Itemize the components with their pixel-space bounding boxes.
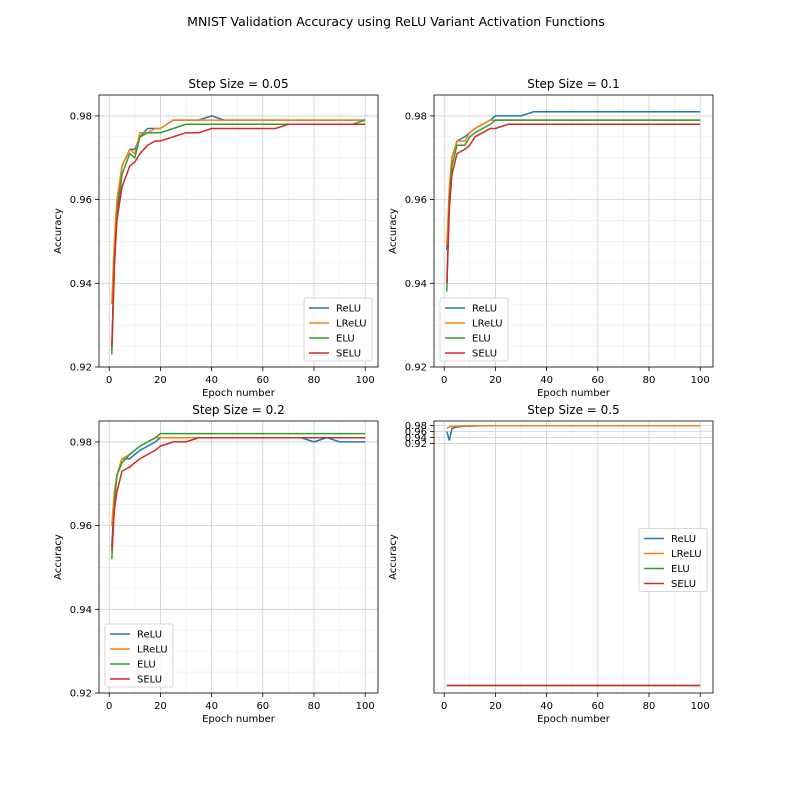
legend: ReLU LReLU ELU SELU [104, 623, 174, 688]
y-axis-label: Accuracy [388, 208, 399, 254]
legend-label: ELU [472, 334, 491, 345]
legend-box [104, 623, 174, 688]
y-tick-label: 0.94 [70, 605, 92, 616]
series-line-elu [446, 119, 701, 292]
x-tick-label: 0 [441, 375, 447, 386]
y-tick-label: 0.96 [70, 195, 92, 206]
legend-label: ReLU [472, 304, 497, 315]
y-tick-label: 0.92 [70, 689, 92, 700]
series-line-lrelu [111, 119, 366, 305]
y-axis-label: Accuracy [388, 534, 399, 580]
x-tick-label: 40 [540, 701, 553, 712]
y-tick-label: 0.98 [70, 437, 92, 448]
legend-label: ELU [671, 564, 690, 575]
x-axis-label: Epoch number [202, 388, 276, 399]
legend-box [439, 297, 509, 362]
axes-frame [98, 420, 379, 694]
subplot-title: Step Size = 0.5 [527, 403, 620, 417]
x-tick-label: 40 [205, 375, 218, 386]
x-tick-label: 20 [489, 701, 502, 712]
subplot-2: 0 20 40 60 80 100 0.92 0.94 0.96 0.98 Step Size = … [388, 77, 714, 399]
y-tick-label: 0.98 [70, 111, 92, 122]
x-tick-label: 0 [441, 701, 447, 712]
y-tick-label: 0.94 [405, 433, 427, 444]
y-tick-label: 0.92 [70, 363, 92, 374]
x-tick-label: 80 [308, 375, 321, 386]
x-tick-label: 60 [256, 701, 269, 712]
x-tick-label: 100 [356, 701, 375, 712]
subplot-1: 0 20 40 60 80 100 0.92 0.94 0.96 0.98 Step Size = … [53, 77, 379, 399]
y-tick-label: 0.96 [70, 521, 92, 532]
x-tick-label: 100 [356, 375, 375, 386]
series-line-relu [446, 425, 701, 441]
legend-label: SELU [336, 349, 361, 360]
series-line-selu [446, 123, 701, 284]
series-line-lrelu [446, 425, 701, 430]
figure-title: MNIST Validation Accuracy using ReLU Var… [187, 14, 605, 29]
y-tick-label: 0.98 [405, 421, 427, 432]
legend-label: SELU [472, 349, 497, 360]
x-tick-label: 60 [591, 375, 604, 386]
y-tick-label: 0.92 [405, 363, 427, 374]
y-tick-label: 0.94 [405, 279, 427, 290]
y-tick-label: 0.98 [405, 111, 427, 122]
series-line-lrelu [446, 119, 701, 246]
legend-label: LReLU [472, 319, 503, 330]
x-tick-label: 60 [256, 375, 269, 386]
y-tick-label: 0.96 [405, 195, 427, 206]
legend-label: SELU [137, 675, 162, 686]
x-axis-label: Epoch number [202, 714, 276, 725]
subplot-4: 0 20 40 60 80 100 0.920.940.960.98 Step Size = … [388, 403, 714, 725]
legend-label: ReLU [336, 304, 361, 315]
series-line-lrelu [111, 436, 366, 526]
series-line-selu [111, 436, 366, 551]
subplot-3: 0 20 40 60 80 100 0.92 0.94 0.96 0.98 Step Size = … [53, 403, 379, 725]
x-tick-label: 40 [205, 701, 218, 712]
axes-frame [433, 420, 714, 694]
y-axis-label: Accuracy [53, 534, 64, 580]
legend-label: ELU [137, 660, 156, 671]
x-tick-label: 0 [106, 375, 112, 386]
x-tick-label: 20 [154, 375, 167, 386]
subplot-title: Step Size = 0.05 [188, 77, 288, 91]
legend-label: ReLU [137, 630, 162, 641]
legend-box [638, 528, 708, 592]
legend: ReLU LReLU ELU SELU [439, 297, 509, 362]
legend-label: LReLU [137, 645, 168, 656]
legend-label: SELU [671, 579, 696, 590]
y-tick-label: 0.94 [70, 279, 92, 290]
x-tick-label: 20 [154, 701, 167, 712]
legend-label: ReLU [671, 534, 696, 545]
series-line-elu [111, 432, 366, 560]
x-tick-label: 80 [643, 375, 656, 386]
axes-frame [98, 94, 379, 368]
subplot-title: Step Size = 0.1 [527, 77, 620, 91]
x-axis-label: Epoch number [537, 714, 611, 725]
x-axis-label: Epoch number [537, 388, 611, 399]
y-tick-label: 0.96 [405, 427, 427, 438]
x-tick-label: 0 [106, 701, 112, 712]
legend-label: ELU [336, 334, 355, 345]
x-tick-label: 80 [643, 701, 656, 712]
legend: ReLU LReLU ELU SELU [303, 297, 373, 362]
legend-box [303, 297, 373, 362]
y-axis-label: Accuracy [53, 208, 64, 254]
series-line-selu [111, 123, 366, 347]
axes-frame [433, 94, 714, 368]
x-tick-label: 100 [691, 701, 710, 712]
x-tick-label: 40 [540, 375, 553, 386]
series-line-relu [446, 110, 701, 250]
x-tick-label: 100 [691, 375, 710, 386]
x-tick-label: 80 [308, 701, 321, 712]
legend-label: LReLU [336, 319, 367, 330]
subplot-title: Step Size = 0.2 [192, 403, 285, 417]
x-tick-label: 60 [591, 701, 604, 712]
x-tick-label: 20 [489, 375, 502, 386]
y-tick-label: 0.92 [405, 439, 427, 450]
legend-label: LReLU [671, 549, 702, 560]
legend: ReLU LReLU ELU SELU [638, 528, 708, 592]
